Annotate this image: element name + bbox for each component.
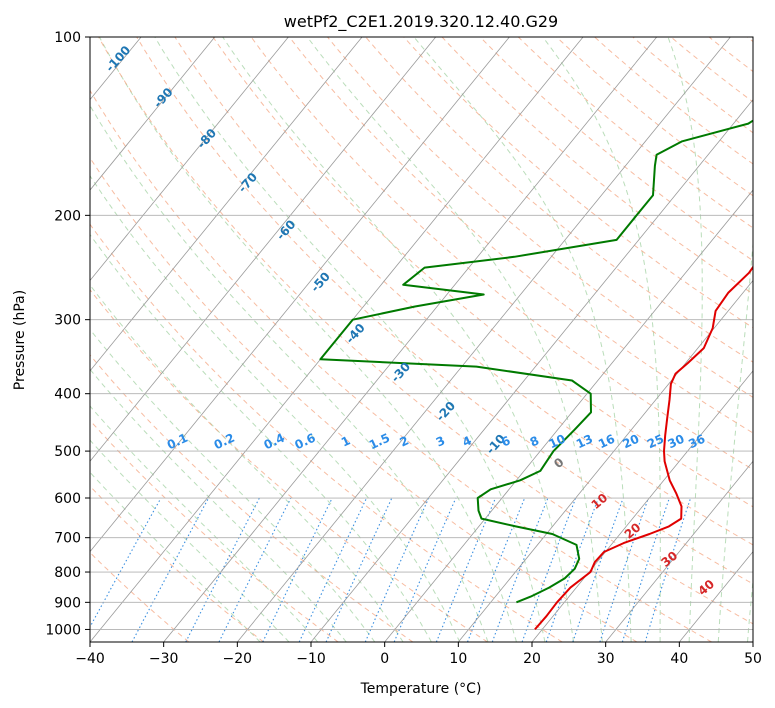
moist-adiabat (717, 237, 753, 642)
mixing-ratio-line (572, 497, 624, 642)
plot-area: -100-90-80-70-60-50-40-30-20-100.1 0.2 0.4… (90, 37, 753, 642)
x-tick-label: −20 (223, 651, 253, 667)
x-tick-label: 10 (449, 651, 467, 667)
dry-adiabat (250, 37, 753, 471)
x-axis-ticks: −40 −30 −20 −10 0 10 20 30 40 50 (75, 642, 762, 667)
isotherm-line (163, 37, 658, 642)
mixing-ratio-label: 16 (596, 432, 617, 452)
x-tick-label: −40 (75, 651, 105, 667)
mixing-ratio-label: 10 (547, 432, 568, 452)
moist-adiabats (90, 37, 753, 642)
moist-adiabat (90, 284, 404, 642)
mixing-ratio-line (491, 497, 549, 642)
mixing-ratio-label: 20 (620, 432, 641, 452)
y-axis-label: Pressure (hPa) (12, 290, 28, 390)
moist-adiabat (90, 104, 489, 642)
mixing-ratio-label: 30 (666, 432, 687, 452)
dry-adiabat (90, 551, 190, 642)
moist-adiabat (90, 174, 461, 642)
isotherm-line (237, 37, 731, 642)
mixing-ratio-line (599, 497, 649, 642)
isotherm-line (605, 460, 753, 642)
mixing-ratio-line (466, 497, 526, 642)
mixing-ratio-label: 36 (686, 432, 707, 452)
isotherm-line (531, 370, 753, 642)
moist-adiabat (542, 37, 661, 642)
plot-frame (89, 36, 754, 643)
moist-adiabat (90, 233, 432, 642)
isotherm-line (90, 37, 216, 191)
mixing-ratio-label: 13 (574, 432, 595, 452)
dry-adiabat (136, 37, 753, 585)
mixing-ratio-line (644, 497, 692, 642)
y-tick-label: 100 (54, 30, 81, 46)
y-tick-label: 400 (54, 387, 81, 403)
y-axis-ticks: 100 200 300 400 500 600 700 800 900 1000 (45, 30, 90, 638)
mixing-ratio-line (435, 497, 497, 642)
isotherm-line (384, 189, 753, 642)
x-tick-label: 50 (744, 651, 762, 667)
moist-adiabat (90, 471, 261, 642)
isotherm-line (90, 37, 510, 553)
isotherm-line (90, 37, 363, 372)
sounding-series (319, 119, 753, 631)
y-tick-label: 500 (54, 444, 81, 460)
y-tick-label: 700 (54, 531, 81, 547)
dry-adiabat (90, 354, 414, 642)
mixing-ratio-line (218, 497, 292, 642)
mixing-ratio-line (298, 497, 368, 642)
mixing-ratio-line (325, 497, 393, 642)
y-tick-label: 200 (54, 208, 81, 224)
mixing-ratio-line (364, 497, 430, 642)
dry-adiabat (441, 37, 753, 295)
y-tick-label: 300 (54, 313, 81, 329)
x-tick-label: −10 (296, 651, 326, 667)
moist-adiabat (90, 439, 290, 642)
isotherm-line (310, 99, 753, 642)
mixing-ratio-line (393, 497, 457, 642)
mixing-ratio-line (262, 497, 333, 642)
x-tick-label: 0 (380, 651, 389, 667)
moist-adiabat (90, 328, 376, 642)
moist-adiabat (306, 37, 603, 642)
y-tick-label: 600 (54, 491, 81, 507)
moist-adiabat (222, 37, 575, 642)
dewpoint-profile (319, 119, 753, 604)
mixing-ratio-label: 25 (645, 432, 666, 452)
temperature-profile (534, 265, 753, 631)
moist-adiabat (90, 368, 347, 642)
isotherm-line (458, 279, 753, 642)
mixing-ratio-line (185, 497, 260, 642)
dry-adiabat (90, 89, 712, 642)
isotherm-line (90, 37, 289, 282)
dry-adiabat (98, 37, 753, 625)
mixing-ratio-line (521, 497, 577, 642)
x-tick-label: 30 (597, 651, 615, 667)
x-tick-label: 20 (523, 651, 541, 667)
moist-adiabat (413, 37, 632, 642)
isobar-grid (90, 37, 753, 630)
dry-adiabat (90, 288, 488, 642)
moist-adiabat (667, 37, 703, 642)
dry-adiabats (90, 37, 753, 642)
mixing-ratio-line (621, 497, 670, 642)
mixing-ratio-line (545, 497, 599, 642)
y-tick-label: 900 (54, 595, 81, 611)
isotherm-line (90, 37, 437, 462)
x-tick-label: −30 (149, 651, 179, 667)
mixing-ratio-lines (90, 497, 692, 642)
mixing-ratio-line (131, 497, 210, 642)
chart-title: wetPf2_C2E1.2019.320.12.40.G29 (284, 12, 558, 32)
dry-adiabat (365, 37, 753, 363)
x-axis-label: Temperature (°C) (360, 681, 482, 697)
dry-adiabat (90, 485, 264, 642)
moist-adiabat (90, 405, 319, 642)
x-tick-label: 40 (670, 651, 688, 667)
dry-adiabat (289, 37, 753, 434)
y-tick-label: 800 (54, 565, 81, 581)
y-tick-label: 1000 (45, 622, 81, 638)
